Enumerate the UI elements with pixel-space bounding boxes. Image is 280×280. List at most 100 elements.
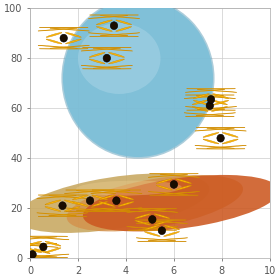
Ellipse shape [93,48,133,51]
Ellipse shape [196,113,236,116]
Ellipse shape [197,89,237,92]
Ellipse shape [192,100,208,105]
Ellipse shape [170,181,178,188]
Ellipse shape [90,36,138,37]
Ellipse shape [207,128,246,131]
Ellipse shape [100,15,140,18]
Ellipse shape [7,262,46,265]
Ellipse shape [67,175,243,232]
Ellipse shape [39,27,88,28]
Ellipse shape [37,195,76,199]
Ellipse shape [64,208,104,211]
Ellipse shape [193,100,209,105]
Ellipse shape [88,33,128,36]
Ellipse shape [139,227,178,230]
Ellipse shape [82,47,131,48]
Ellipse shape [45,207,61,211]
Ellipse shape [144,225,160,230]
Ellipse shape [40,243,47,251]
Ellipse shape [45,248,61,253]
Ellipse shape [164,225,179,230]
Ellipse shape [156,179,172,184]
Ellipse shape [34,255,50,260]
Ellipse shape [195,128,234,131]
Ellipse shape [45,241,61,246]
Ellipse shape [184,113,224,116]
Ellipse shape [160,192,200,195]
Ellipse shape [16,173,209,233]
Ellipse shape [160,174,200,177]
Ellipse shape [213,94,228,99]
Ellipse shape [38,28,78,31]
Ellipse shape [127,209,166,212]
Ellipse shape [184,95,224,99]
Ellipse shape [186,88,235,89]
Ellipse shape [26,248,42,253]
Ellipse shape [222,132,238,137]
Ellipse shape [99,202,115,206]
Ellipse shape [15,249,31,254]
Ellipse shape [66,32,81,37]
Ellipse shape [83,175,279,232]
Ellipse shape [59,202,66,210]
Ellipse shape [91,191,130,193]
Ellipse shape [50,28,90,31]
Ellipse shape [212,107,227,111]
Ellipse shape [46,32,62,37]
Ellipse shape [176,179,192,184]
Ellipse shape [89,59,105,64]
Ellipse shape [207,145,246,148]
Ellipse shape [89,52,105,57]
Ellipse shape [38,216,87,217]
Ellipse shape [192,107,208,111]
Ellipse shape [46,39,62,44]
Ellipse shape [136,238,176,241]
Ellipse shape [213,100,228,105]
Ellipse shape [156,185,172,190]
Ellipse shape [185,89,225,92]
Ellipse shape [37,213,76,216]
Ellipse shape [81,48,121,51]
Ellipse shape [217,134,224,142]
Ellipse shape [19,257,68,258]
Ellipse shape [61,0,214,158]
Ellipse shape [118,195,134,200]
Ellipse shape [93,65,133,68]
Ellipse shape [102,191,142,193]
Ellipse shape [207,95,215,103]
Ellipse shape [110,22,118,30]
Ellipse shape [135,220,151,225]
Ellipse shape [92,211,141,212]
Ellipse shape [86,197,94,205]
Ellipse shape [19,244,58,247]
Ellipse shape [100,33,140,36]
Ellipse shape [92,195,108,200]
Ellipse shape [158,227,166,235]
Ellipse shape [88,15,128,18]
Ellipse shape [91,208,130,211]
Ellipse shape [195,145,234,148]
Ellipse shape [76,208,116,211]
Ellipse shape [29,254,69,257]
Ellipse shape [63,0,213,157]
Ellipse shape [113,197,120,205]
Ellipse shape [45,200,61,205]
Ellipse shape [66,39,81,44]
Ellipse shape [148,192,188,195]
Ellipse shape [64,191,104,193]
Ellipse shape [18,254,57,257]
Ellipse shape [15,255,31,260]
Ellipse shape [127,227,166,230]
Ellipse shape [164,232,179,236]
Ellipse shape [19,236,68,237]
Ellipse shape [193,94,209,99]
Ellipse shape [78,23,160,94]
Ellipse shape [148,221,188,223]
Ellipse shape [116,27,132,31]
Ellipse shape [92,202,108,206]
Ellipse shape [149,216,156,223]
Ellipse shape [102,208,142,211]
Ellipse shape [135,214,151,219]
Ellipse shape [116,20,132,25]
Ellipse shape [18,237,57,240]
